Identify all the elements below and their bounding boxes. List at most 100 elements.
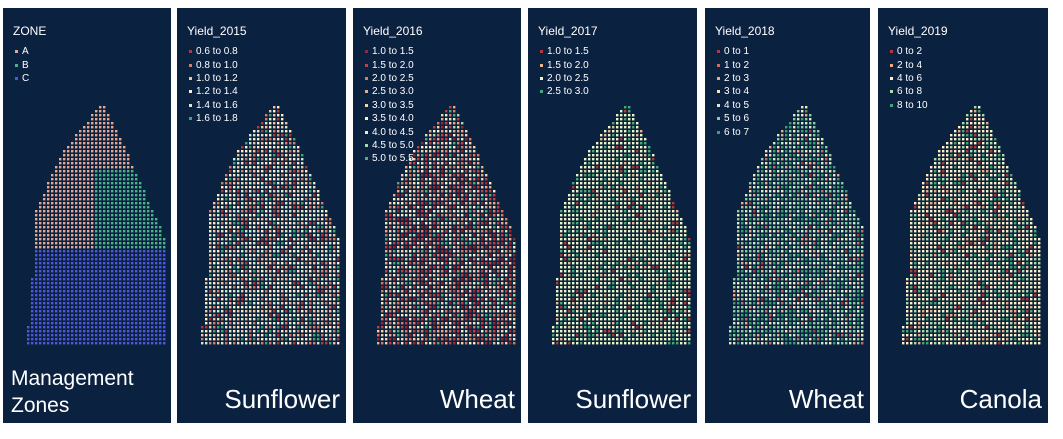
- map-cell: [261, 274, 264, 277]
- map-cell: [249, 150, 252, 153]
- map-cell: [281, 302, 284, 305]
- map-cell: [83, 238, 86, 241]
- map-cell: [329, 282, 332, 285]
- map-cell: [429, 242, 432, 245]
- map-cell: [47, 182, 50, 185]
- map-cell: [509, 286, 512, 289]
- map-cell: [257, 210, 260, 213]
- map-cell: [556, 286, 559, 289]
- map-cell: [321, 226, 324, 229]
- map-cell: [127, 266, 130, 269]
- map-cell: [293, 306, 296, 309]
- map-cell: [481, 222, 484, 225]
- map-cell: [59, 278, 62, 281]
- map-cell: [95, 118, 98, 121]
- map-cell: [217, 242, 220, 245]
- map-cell: [159, 294, 162, 297]
- map-cell: [221, 314, 224, 317]
- map-cell: [225, 254, 228, 257]
- map-cell: [453, 122, 456, 125]
- map-cell: [409, 298, 412, 301]
- map-cell: [99, 130, 102, 133]
- map-cell: [385, 222, 388, 225]
- map-cell: [580, 258, 583, 261]
- map-cell: [293, 298, 296, 301]
- map-cell: [397, 230, 400, 233]
- map-cell: [103, 174, 106, 177]
- map-cell: [473, 246, 476, 249]
- map-cell: [241, 262, 244, 265]
- map-cell: [217, 238, 220, 241]
- map-cell: [257, 206, 260, 209]
- map-cell: [461, 154, 464, 157]
- map-cell: [477, 270, 480, 273]
- map-cell: [217, 226, 220, 229]
- map-cell: [289, 218, 292, 221]
- map-cell: [127, 214, 130, 217]
- map-cell: [123, 226, 126, 229]
- legend-item: 4.0 to 4.5: [365, 125, 414, 138]
- map-cell: [55, 166, 58, 169]
- map-cell: [481, 310, 484, 313]
- map-cell: [213, 314, 216, 317]
- map-cell: [151, 254, 154, 257]
- map-cell: [469, 162, 472, 165]
- map-cell: [509, 230, 512, 233]
- map-cell: [293, 178, 296, 181]
- map-cell: [289, 306, 292, 309]
- map-cell: [55, 242, 58, 245]
- map-cell: [151, 238, 154, 241]
- map-cell: [445, 246, 448, 249]
- map-cell: [115, 130, 118, 133]
- map-cell: [265, 266, 268, 269]
- map-cell: [31, 314, 34, 317]
- map-cell: [405, 310, 408, 313]
- map-cell: [441, 222, 444, 225]
- map-cell: [457, 254, 460, 257]
- map-cell: [497, 250, 500, 253]
- map-cell: [572, 322, 575, 325]
- map-cell: [107, 290, 110, 293]
- map-cell: [131, 238, 134, 241]
- map-cell: [337, 334, 340, 337]
- map-cell: [305, 294, 308, 297]
- map-cell: [309, 310, 312, 313]
- map-cell: [325, 306, 328, 309]
- map-cell: [457, 314, 460, 317]
- map-cell: [497, 322, 500, 325]
- map-cell: [71, 262, 74, 265]
- map-cell: [269, 134, 272, 137]
- map-cell: [413, 338, 416, 341]
- map-cell: [229, 198, 232, 201]
- map-cell: [221, 270, 224, 273]
- map-cell: [35, 290, 38, 293]
- map-cell: [107, 338, 110, 341]
- map-cell: [257, 162, 260, 165]
- map-cell: [71, 234, 74, 237]
- map-cell: [397, 338, 400, 341]
- map-cell: [79, 214, 82, 217]
- map-cell: [119, 154, 122, 157]
- map-cell: [131, 218, 134, 221]
- map-cell: [297, 330, 300, 333]
- map-cell: [265, 182, 268, 185]
- map-cell: [293, 162, 296, 165]
- map-cell: [277, 158, 280, 161]
- map-cell: [277, 194, 280, 197]
- map-cell: [473, 302, 476, 305]
- map-cell: [421, 338, 424, 341]
- map-cell: [445, 110, 448, 113]
- map-cell: [477, 326, 480, 329]
- map-cell: [143, 242, 146, 245]
- map-cell: [568, 314, 571, 317]
- map-cell: [277, 138, 280, 141]
- map-cell: [225, 314, 228, 317]
- map-cell: [313, 326, 316, 329]
- map-cell: [159, 306, 162, 309]
- map-cell: [119, 214, 122, 217]
- map-cell: [55, 314, 58, 317]
- map-cell: [63, 254, 66, 257]
- map-cell: [313, 342, 316, 345]
- map-cell: [568, 290, 571, 293]
- map-cell: [437, 330, 440, 333]
